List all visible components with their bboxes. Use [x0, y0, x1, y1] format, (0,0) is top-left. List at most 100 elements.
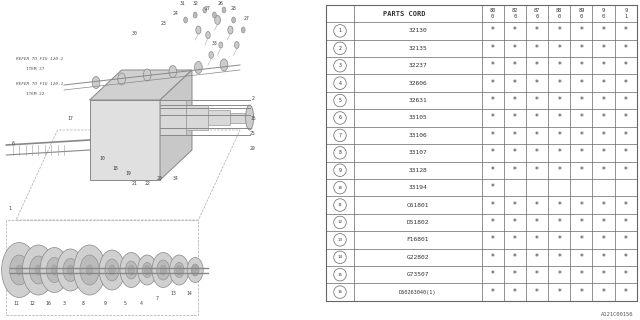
- Circle shape: [333, 286, 346, 298]
- Text: D60263040(1): D60263040(1): [399, 290, 436, 295]
- Text: *: *: [602, 253, 605, 262]
- Text: 32237: 32237: [408, 63, 427, 68]
- Text: REFER TO FIG 120-1: REFER TO FIG 120-1: [16, 82, 63, 86]
- Text: *: *: [579, 235, 583, 244]
- Text: *: *: [491, 270, 495, 279]
- Text: 5: 5: [124, 301, 126, 306]
- Text: *: *: [535, 44, 539, 53]
- Text: *: *: [602, 96, 605, 105]
- Circle shape: [209, 52, 214, 59]
- Text: *: *: [557, 288, 561, 297]
- Circle shape: [143, 262, 152, 277]
- Text: *: *: [624, 288, 628, 297]
- Circle shape: [333, 129, 346, 142]
- Text: *: *: [535, 201, 539, 210]
- Circle shape: [333, 164, 346, 177]
- Text: 89
0: 89 0: [579, 8, 584, 19]
- Text: 3: 3: [339, 63, 341, 68]
- Text: *: *: [513, 235, 516, 244]
- Text: *: *: [624, 79, 628, 88]
- Text: 24: 24: [173, 11, 179, 16]
- Text: *: *: [624, 218, 628, 227]
- Circle shape: [144, 265, 150, 275]
- Text: *: *: [513, 27, 516, 36]
- Text: 19: 19: [125, 171, 131, 176]
- Text: 17: 17: [68, 116, 73, 121]
- Text: *: *: [535, 79, 539, 88]
- Text: 34: 34: [173, 176, 179, 181]
- Circle shape: [184, 17, 188, 23]
- Circle shape: [63, 259, 78, 282]
- Text: *: *: [602, 288, 605, 297]
- Text: *: *: [535, 253, 539, 262]
- Circle shape: [176, 265, 182, 275]
- Text: 15: 15: [337, 273, 342, 277]
- Text: *: *: [602, 79, 605, 88]
- Text: G22802: G22802: [406, 255, 429, 260]
- Text: 33: 33: [212, 41, 217, 46]
- Circle shape: [333, 42, 346, 55]
- Text: 33106: 33106: [408, 133, 427, 138]
- Text: *: *: [535, 27, 539, 36]
- Text: 20: 20: [157, 176, 163, 181]
- Text: 28: 28: [231, 6, 236, 11]
- Text: F16801: F16801: [406, 237, 429, 242]
- Circle shape: [206, 31, 210, 38]
- Text: 7: 7: [339, 133, 341, 138]
- Ellipse shape: [246, 105, 253, 130]
- Text: *: *: [579, 79, 583, 88]
- Text: 30: 30: [132, 31, 137, 36]
- Circle shape: [219, 42, 223, 48]
- Text: *: *: [579, 218, 583, 227]
- Circle shape: [2, 243, 37, 298]
- Text: *: *: [513, 218, 516, 227]
- Circle shape: [160, 265, 166, 275]
- Text: *: *: [513, 79, 516, 88]
- Text: *: *: [491, 253, 495, 262]
- Text: 11: 11: [337, 203, 342, 207]
- Text: 33107: 33107: [408, 150, 427, 155]
- Circle shape: [215, 15, 220, 25]
- Text: *: *: [579, 96, 583, 105]
- Text: *: *: [579, 114, 583, 123]
- Text: *: *: [535, 96, 539, 105]
- Text: 33105: 33105: [408, 116, 427, 120]
- Text: *: *: [513, 114, 516, 123]
- Polygon shape: [160, 100, 186, 135]
- Text: *: *: [579, 166, 583, 175]
- Text: *: *: [602, 148, 605, 157]
- Text: *: *: [557, 44, 561, 53]
- Circle shape: [333, 268, 346, 281]
- Text: 32606: 32606: [408, 81, 427, 86]
- Text: *: *: [624, 235, 628, 244]
- Text: 9
1: 9 1: [624, 8, 627, 19]
- Text: *: *: [602, 27, 605, 36]
- Circle shape: [152, 252, 174, 287]
- Text: 22: 22: [145, 181, 150, 186]
- Circle shape: [109, 265, 115, 275]
- Circle shape: [40, 247, 69, 292]
- Circle shape: [47, 258, 63, 283]
- Text: *: *: [579, 44, 583, 53]
- Text: *: *: [557, 218, 561, 227]
- Circle shape: [10, 255, 29, 285]
- Polygon shape: [186, 105, 208, 130]
- Circle shape: [125, 261, 137, 279]
- Text: 27: 27: [244, 16, 249, 21]
- Text: G73507: G73507: [406, 272, 429, 277]
- Circle shape: [118, 73, 125, 85]
- Text: 2: 2: [339, 46, 341, 51]
- Text: 88
0: 88 0: [556, 8, 563, 19]
- Text: *: *: [624, 201, 628, 210]
- Text: 31: 31: [180, 1, 185, 6]
- Circle shape: [220, 59, 228, 71]
- Text: 1: 1: [339, 28, 341, 33]
- Text: *: *: [602, 61, 605, 70]
- Polygon shape: [230, 113, 250, 123]
- Text: ITEM 27: ITEM 27: [26, 67, 44, 71]
- Text: *: *: [513, 201, 516, 210]
- Text: *: *: [491, 183, 495, 192]
- Text: *: *: [491, 235, 495, 244]
- Text: 9: 9: [339, 168, 341, 173]
- Circle shape: [174, 262, 184, 277]
